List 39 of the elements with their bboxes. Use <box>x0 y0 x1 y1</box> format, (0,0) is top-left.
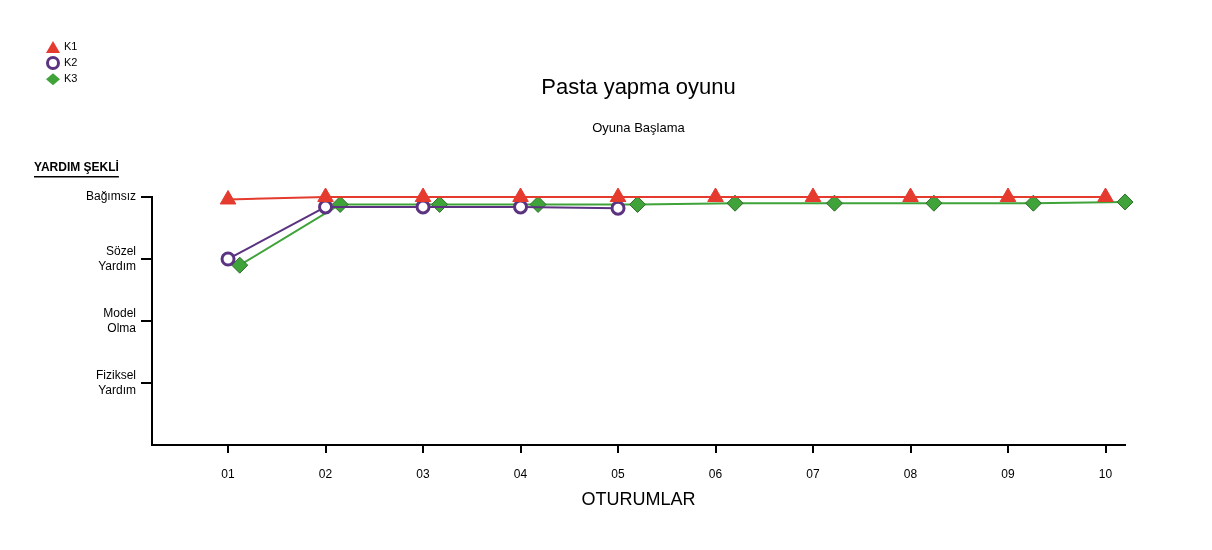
point <box>1097 187 1114 202</box>
legend-label: K3 <box>64 72 78 85</box>
x-tick-label: 04 <box>513 466 528 481</box>
x-tick-label: 06 <box>708 466 723 481</box>
point <box>317 187 334 202</box>
point <box>219 189 237 205</box>
x-tick-label: 01 <box>221 466 236 481</box>
x-tick-label: 10 <box>1098 466 1113 481</box>
x-axis-title: OTURUMLAR <box>581 488 696 509</box>
point <box>726 194 744 212</box>
point <box>999 187 1017 202</box>
chart-title: Pasta yapma oyunu <box>541 74 736 100</box>
text: Bağımsız <box>85 189 136 204</box>
point <box>1024 194 1042 212</box>
point <box>220 251 236 267</box>
point <box>609 187 627 202</box>
x-tick-label: 05 <box>611 466 626 481</box>
point <box>610 200 626 216</box>
point <box>804 187 822 202</box>
chart-subtitle: Oyuna Başlama <box>592 119 686 135</box>
point <box>1116 193 1134 211</box>
text: Fiziksel Yardım <box>95 367 136 397</box>
x-tick-label: 09 <box>1001 466 1015 481</box>
point <box>925 194 943 212</box>
point <box>414 187 432 202</box>
x-tick-label: 02 <box>318 466 333 481</box>
point <box>707 187 724 202</box>
legend-label: K1 <box>64 40 78 52</box>
x-tick-label: 03 <box>416 466 431 481</box>
text: Model Olma <box>103 305 137 335</box>
x-tick-label: 07 <box>806 466 821 481</box>
point <box>825 194 843 212</box>
legend-label: K2 <box>64 56 78 68</box>
point <box>902 187 919 202</box>
text: Sözel Yardım <box>98 243 136 273</box>
point <box>512 187 529 202</box>
y-axis-title: YARDIM ŞEKLİ <box>34 159 119 175</box>
x-tick-label: 08 <box>903 466 918 481</box>
point <box>231 256 249 274</box>
